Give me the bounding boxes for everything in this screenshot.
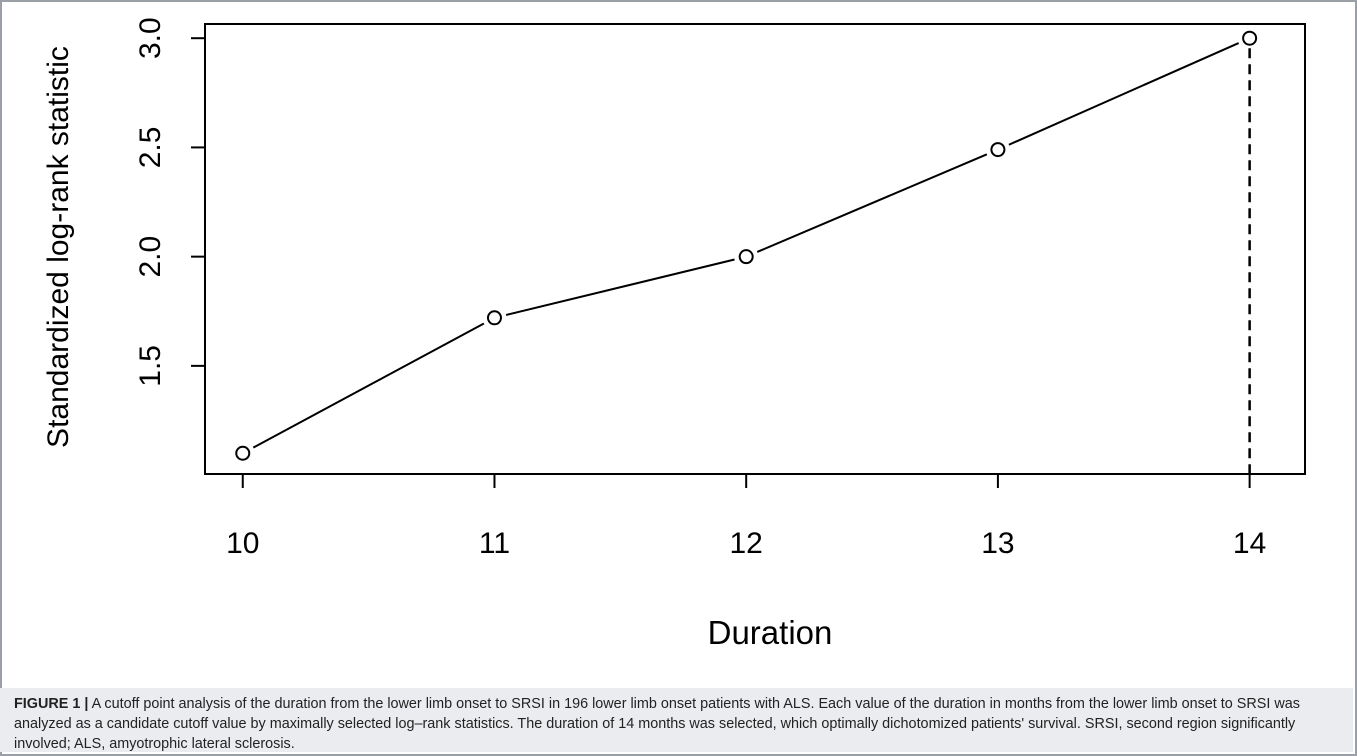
y-axis-label: Standardized log-rank statistic xyxy=(42,46,75,448)
x-tick-label: 11 xyxy=(479,527,510,560)
caption-background xyxy=(0,688,1353,752)
y-axis: 1.5 2.0 2.5 3.0 xyxy=(134,17,205,387)
data-point xyxy=(1242,30,1258,46)
y-tick-label: 2.5 xyxy=(134,127,167,169)
data-point xyxy=(990,142,1006,158)
x-tick-label: 10 xyxy=(226,527,259,560)
y-tick-label: 1.5 xyxy=(134,345,167,387)
chart: 10 11 12 13 14 1.5 2.0 2.5 3.0 Duration Standar… xyxy=(42,17,1306,651)
x-tick-label: 12 xyxy=(730,527,763,560)
x-tick-label: 14 xyxy=(1233,527,1266,560)
series-line-segment xyxy=(252,322,485,449)
series xyxy=(235,30,1258,474)
x-axis: 10 11 12 13 14 xyxy=(226,474,1266,560)
y-tick-label: 2.0 xyxy=(134,236,167,278)
data-point xyxy=(738,249,754,265)
caption-text: A cutoff point analysis of the duration … xyxy=(14,696,1300,752)
x-tick-label: 13 xyxy=(981,527,1014,560)
x-axis-label: Duration xyxy=(708,614,833,651)
series-line-segment xyxy=(756,153,988,253)
figure-label: FIGURE 1 | xyxy=(14,696,89,712)
y-tick-label: 3.0 xyxy=(134,17,167,59)
series-line-segment xyxy=(505,258,735,316)
figure-caption: FIGURE 1 | A cutoff point analysis of th… xyxy=(14,694,1339,754)
series-line-segment xyxy=(1008,42,1240,146)
data-point xyxy=(235,445,251,461)
data-point xyxy=(486,310,502,326)
plot-box xyxy=(204,23,1306,475)
